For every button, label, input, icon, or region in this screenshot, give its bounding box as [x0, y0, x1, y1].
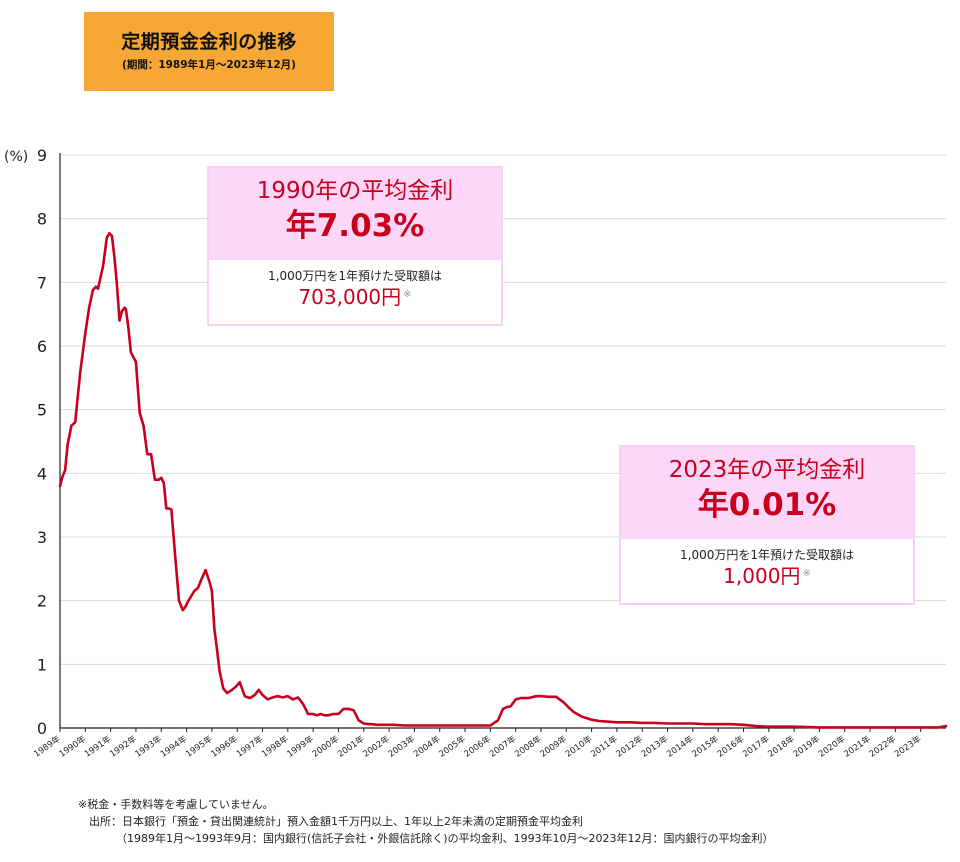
y-tick-label: 8 [37, 210, 47, 229]
y-tick-label: 1 [37, 655, 47, 674]
y-tick-label: 9 [37, 146, 47, 165]
chart-period: (期間：1989年1月～2023年12月) [122, 59, 296, 71]
callout-1990-body: 1,000万円を1年預けた受取額は 703,000円 ※ [209, 260, 501, 310]
x-tick-label: 2023年 [892, 733, 923, 760]
y-tick-label: 2 [37, 592, 47, 611]
footnote-source: 出所：日本銀行「預金・貸出関連統計」預入金額1千万円以上、1年以上2年未満の定期… [89, 815, 583, 828]
x-tick-label: 1990年 [57, 733, 88, 760]
x-tick-label: 2008年 [513, 733, 544, 760]
callout-2023-amount-line: 1,000円 ※ [621, 563, 913, 589]
line-chart: 0123456789(%)1989年1990年1991年1992年1993年19… [4, 146, 948, 760]
x-tick-label: 2018年 [766, 733, 797, 760]
y-tick-label: 7 [37, 273, 47, 292]
x-tick-label: 1996年 [209, 733, 240, 760]
y-tick-label: 0 [37, 719, 47, 738]
x-tick-label: 1997年 [234, 733, 265, 760]
x-tick-label: 2020年 [816, 733, 847, 760]
chart-title-box: 定期預金金利の推移 (期間：1989年1月～2023年12月) [84, 12, 334, 91]
y-tick-label: 3 [37, 528, 47, 547]
x-tick-label: 2000年 [310, 733, 341, 760]
x-tick-label: 1993年 [133, 733, 164, 760]
x-tick-label: 2014年 [665, 733, 696, 760]
x-tick-label: 2004年 [411, 733, 442, 760]
callout-1990-rate: 年7.03% [285, 208, 425, 244]
callout-1990-header: 1990年の平均金利 年7.03% [209, 168, 501, 260]
footnote-source-detail: （1989年1月～1993年9月：国内銀行(信託子会社・外銀信託除く)の平均金利… [116, 832, 774, 845]
y-axis-label: (%) [4, 149, 28, 165]
x-tick-label: 2021年 [842, 733, 873, 760]
callout-2023-rate: 年0.01% [697, 487, 837, 523]
callout-1990-heading: 1990年の平均金利 [256, 178, 454, 204]
x-tick-label: 1998年 [260, 733, 291, 760]
x-tick-label: 2010年 [563, 733, 594, 760]
callout-1990-note-mark: ※ [403, 289, 412, 300]
x-tick-label: 2016年 [715, 733, 746, 760]
callout-1990: 1990年の平均金利 年7.03% 1,000万円を1年預けた受取額は 703,… [207, 166, 503, 326]
x-tick-label: 2013年 [639, 733, 670, 760]
callout-1990-description: 1,000万円を1年預けた受取額は [268, 269, 442, 283]
footnote-tax: ※税金・手数料等を考慮していません。 [78, 798, 274, 811]
x-tick-label: 2002年 [361, 733, 392, 760]
x-tick-label: 1992年 [108, 733, 139, 760]
callout-2023-amount: 1,000円 [723, 564, 801, 588]
x-tick-label: 2015年 [690, 733, 721, 760]
y-tick-label: 4 [37, 464, 47, 483]
y-tick-label: 6 [37, 337, 47, 356]
x-tick-label: 1999年 [285, 733, 316, 760]
x-tick-label: 2006年 [462, 733, 493, 760]
x-tick-label: 2011年 [589, 733, 620, 760]
x-tick-label: 2009年 [538, 733, 569, 760]
y-tick-label: 5 [37, 401, 47, 420]
x-tick-label: 1995年 [184, 733, 215, 760]
x-tick-label: 2022年 [867, 733, 898, 760]
x-tick-label: 2001年 [335, 733, 366, 760]
callout-1990-amount: 703,000円 [298, 285, 402, 309]
x-tick-label: 1991年 [82, 733, 113, 760]
callout-2023-heading: 2023年の平均金利 [668, 457, 866, 483]
x-tick-label: 1994年 [158, 733, 189, 760]
callout-2023: 2023年の平均金利 年0.01% 1,000万円を1年預けた受取額は 1,00… [619, 445, 915, 605]
x-tick-label: 2012年 [614, 733, 645, 760]
chart-title: 定期預金金利の推移 [121, 31, 297, 53]
footnotes: ※税金・手数料等を考慮していません。 出所：日本銀行「預金・貸出関連統計」預入金… [78, 796, 774, 847]
x-tick-label: 2019年 [791, 733, 822, 760]
x-tick-label: 2007年 [487, 733, 518, 760]
callout-2023-body: 1,000万円を1年預けた受取額は 1,000円 ※ [621, 539, 913, 589]
callout-2023-description: 1,000万円を1年預けた受取額は [680, 548, 854, 562]
x-tick-label: 2017年 [741, 733, 772, 760]
x-tick-label: 2003年 [386, 733, 417, 760]
series-line-interest-rate [58, 232, 948, 729]
callout-2023-header: 2023年の平均金利 年0.01% [621, 447, 913, 539]
callout-1990-amount-line: 703,000円 ※ [209, 284, 501, 310]
callout-2023-note-mark: ※ [802, 568, 811, 579]
x-tick-label: 2005年 [437, 733, 468, 760]
